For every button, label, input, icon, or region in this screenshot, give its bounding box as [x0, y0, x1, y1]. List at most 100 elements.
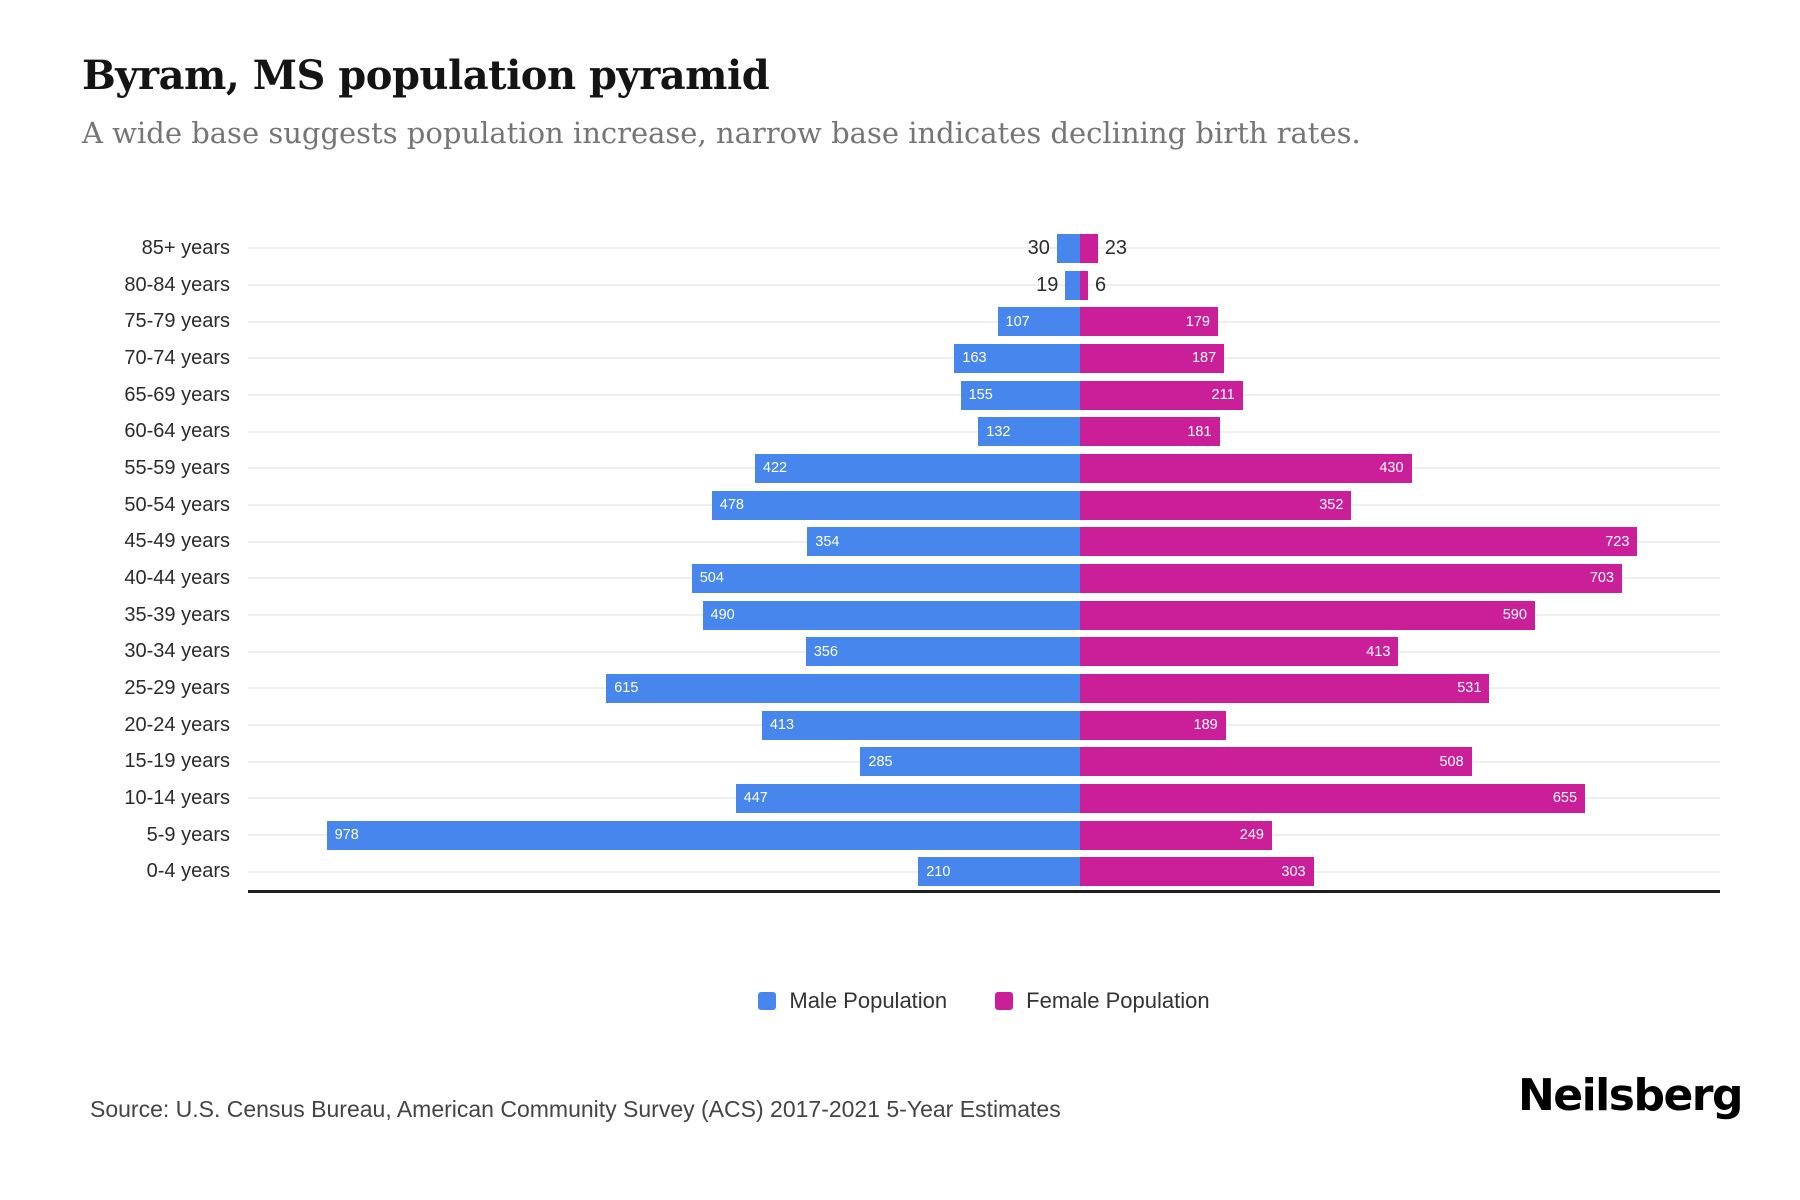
age-label: 15-19 years: [124, 750, 230, 773]
female-bar: 179: [1079, 307, 1218, 337]
age-label: 75-79 years: [124, 310, 230, 333]
female-value-label: 189: [1193, 717, 1218, 734]
female-side: 352: [1079, 487, 1720, 524]
female-bar: 352: [1079, 490, 1352, 520]
male-bar: [1065, 270, 1080, 300]
male-side: 107: [248, 303, 1080, 340]
male-side: 30: [248, 230, 1080, 267]
female-bar: 430: [1079, 453, 1412, 483]
age-label: 0-4 years: [146, 860, 230, 883]
male-swatch-icon: [758, 992, 777, 1010]
female-bar: 303: [1079, 857, 1314, 887]
male-bar: [1056, 233, 1080, 263]
male-side: 615: [248, 670, 1080, 707]
male-bar: 354: [807, 527, 1080, 557]
male-bar: 978: [326, 820, 1080, 850]
pyramid-row: 65-69 years 155 211: [82, 377, 1720, 414]
age-label: 80-84 years: [124, 273, 230, 296]
male-bar: 356: [805, 637, 1080, 667]
neilsberg-logo: Neilsberg: [1517, 1070, 1744, 1121]
female-value-label: 590: [1502, 607, 1527, 624]
male-bar: 132: [978, 417, 1080, 447]
pyramid-row: 5-9 years 978 249: [82, 817, 1720, 854]
male-side: 163: [248, 340, 1080, 377]
male-value-label: 210: [926, 863, 951, 880]
male-value-label: 163: [962, 350, 987, 367]
pyramid-row: 30-34 years 356 413: [82, 633, 1720, 670]
male-bar: 413: [761, 710, 1080, 740]
pyramid-plot-row: 447 655: [248, 780, 1720, 817]
female-value-label: 179: [1185, 313, 1210, 330]
male-bar: 107: [997, 307, 1080, 337]
pyramid-row: 35-39 years 490 590: [82, 597, 1720, 634]
pyramid-row: 15-19 years 285 508: [82, 743, 1720, 780]
female-side: 303: [1079, 853, 1720, 890]
pyramid-plot-row: 155 211: [248, 377, 1720, 414]
pyramid-plot-row: 107 179: [248, 303, 1720, 340]
legend-item-female[interactable]: Female Population: [995, 988, 1210, 1014]
female-value-label: 181: [1187, 423, 1212, 440]
pyramid-plot-row: 504 703: [248, 560, 1720, 597]
pyramid-row: 55-59 years 422 430: [82, 450, 1720, 487]
male-value-label: 504: [699, 570, 724, 587]
male-bar: 155: [960, 380, 1080, 410]
pyramid-row: 0-4 years 210 303: [82, 853, 1720, 890]
age-label: 50-54 years: [124, 493, 230, 516]
female-side: 723: [1079, 523, 1720, 560]
female-swatch-icon: [995, 992, 1014, 1010]
female-value-label: 508: [1439, 753, 1464, 770]
female-value-label: 187: [1191, 350, 1217, 367]
pyramid-plot-row: 413 189: [248, 707, 1720, 744]
female-side: 413: [1079, 633, 1720, 670]
female-side: 655: [1079, 780, 1720, 817]
pyramid-plot-row: 210 303: [248, 853, 1720, 890]
pyramid-row: 45-49 years 354 723: [82, 523, 1720, 560]
female-value-label: 249: [1239, 827, 1264, 844]
male-side: 490: [248, 597, 1080, 634]
female-bar: 723: [1079, 527, 1638, 557]
female-bar: 413: [1079, 637, 1399, 667]
male-value-label: 422: [762, 460, 788, 477]
x-axis-line: [248, 890, 1720, 893]
age-label: 10-14 years: [124, 786, 230, 809]
pyramid-row: 60-64 years 132 181: [82, 413, 1720, 450]
pyramid-row: 85+ years 30 23: [82, 230, 1720, 267]
pyramid-plot-row: 356 413: [248, 633, 1720, 670]
age-label: 60-64 years: [124, 420, 230, 443]
male-side: 356: [248, 633, 1080, 670]
gridline: [248, 320, 1720, 323]
pyramid-row: 25-29 years 615 531: [82, 670, 1720, 707]
age-label: 40-44 years: [124, 566, 230, 589]
population-pyramid-chart: 85+ years 30 23 80-84 years 19 6 75-79 years 10…: [82, 230, 1720, 896]
male-side: 413: [248, 707, 1080, 744]
female-side: 179: [1079, 303, 1720, 340]
female-bar: 655: [1079, 783, 1586, 813]
pyramid-plot-row: 132 181: [248, 413, 1720, 450]
pyramid-row: 40-44 years 504 703: [82, 560, 1720, 597]
female-side: 6: [1079, 267, 1720, 304]
female-bar: 181: [1079, 417, 1220, 447]
page-subtitle: A wide base suggests population increase…: [82, 116, 1361, 150]
pyramid-plot-row: 978 249: [248, 817, 1720, 854]
pyramid-row: 10-14 years 447 655: [82, 780, 1720, 817]
female-value-label: 430: [1379, 460, 1404, 477]
female-side: 181: [1079, 413, 1720, 450]
pyramid-row: 80-84 years 19 6: [82, 267, 1720, 304]
male-bar: 478: [711, 490, 1080, 520]
legend-item-male[interactable]: Male Population: [758, 988, 947, 1014]
male-bar: 447: [735, 783, 1080, 813]
pyramid-row: 50-54 years 478 352: [82, 487, 1720, 524]
age-label: 20-24 years: [124, 713, 230, 736]
male-side: 422: [248, 450, 1080, 487]
female-bar: 249: [1079, 820, 1272, 850]
source-attribution: Source: U.S. Census Bureau, American Com…: [90, 1096, 1061, 1122]
male-bar: 285: [860, 747, 1080, 777]
female-value-label: 303: [1281, 863, 1306, 880]
pyramid-row: 20-24 years 413 189: [82, 707, 1720, 744]
female-side: 703: [1079, 560, 1720, 597]
pyramid-plot-row: 354 723: [248, 523, 1720, 560]
female-value-label: 413: [1366, 643, 1391, 660]
age-label: 45-49 years: [124, 530, 230, 553]
male-bar: 504: [691, 563, 1080, 593]
age-label: 30-34 years: [124, 640, 230, 663]
